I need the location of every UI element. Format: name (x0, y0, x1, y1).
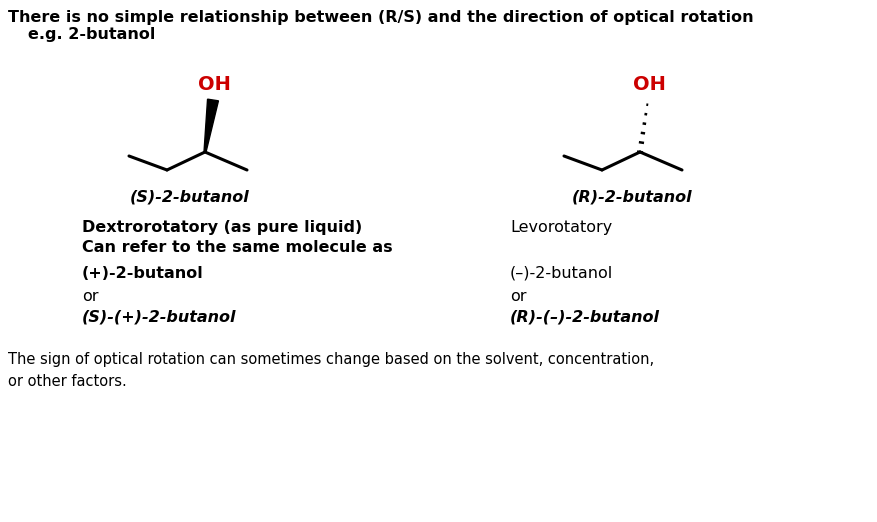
Text: OH: OH (631, 75, 665, 93)
Text: Can refer to the same molecule as: Can refer to the same molecule as (82, 240, 392, 255)
Text: (+)-2-butanol: (+)-2-butanol (82, 266, 203, 281)
Text: OH: OH (197, 75, 230, 93)
Text: Levorotatory: Levorotatory (510, 220, 611, 235)
Polygon shape (203, 99, 218, 152)
Text: (R)-(–)-2-butanol: (R)-(–)-2-butanol (510, 310, 660, 325)
Text: or: or (510, 289, 526, 304)
Text: or: or (82, 289, 98, 304)
Text: The sign of optical rotation can sometimes change based on the solvent, concentr: The sign of optical rotation can sometim… (8, 352, 653, 389)
Text: (S)-2-butanol: (S)-2-butanol (130, 189, 249, 204)
Text: e.g. 2-butanol: e.g. 2-butanol (28, 27, 155, 42)
Text: (S)-(+)-2-butanol: (S)-(+)-2-butanol (82, 310, 236, 325)
Text: (–)-2-butanol: (–)-2-butanol (510, 266, 612, 281)
Text: Dextrorotatory (as pure liquid): Dextrorotatory (as pure liquid) (82, 220, 362, 235)
Text: (R)-2-butanol: (R)-2-butanol (571, 189, 692, 204)
Text: There is no simple relationship between (R/S) and the direction of optical rotat: There is no simple relationship between … (8, 10, 752, 25)
